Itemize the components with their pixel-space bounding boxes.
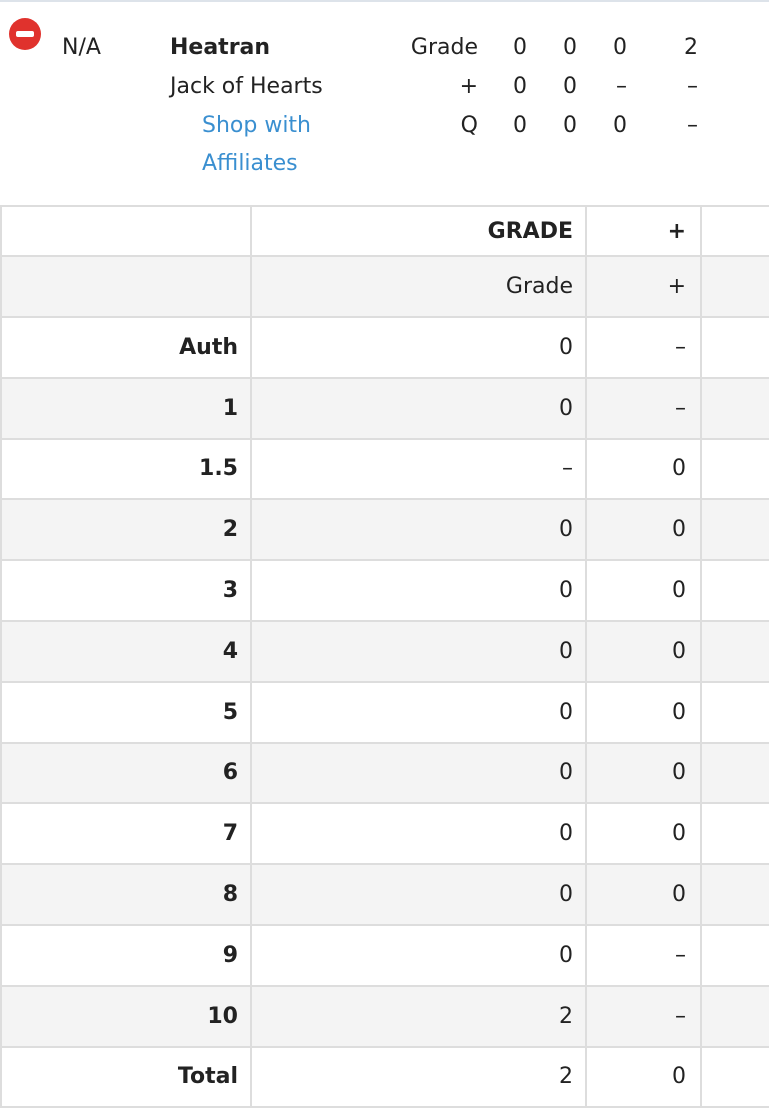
table-cell: 0 [585, 559, 702, 622]
table-cell-empty [700, 741, 769, 805]
card-name: Heatran [170, 35, 271, 60]
summary-cell: 0 [613, 113, 627, 138]
summary-cell: Grade [410, 35, 478, 60]
table-cell-empty [700, 255, 769, 318]
table-cell: 0 [585, 619, 702, 683]
table-cell: 0 [585, 1045, 702, 1108]
summary-cell: 0 [563, 74, 577, 99]
summary-cell: Q [460, 113, 478, 138]
table-cell: 5 [0, 680, 252, 744]
table-cell-empty [700, 376, 769, 440]
table-cell: – [585, 316, 702, 379]
table-cell: 0 [585, 437, 702, 501]
affiliate-link[interactable]: Shop with [202, 113, 312, 138]
table-row: Grade + [0, 255, 769, 318]
table-cell: GRADE [250, 205, 587, 257]
table-cell: 0 [250, 559, 587, 622]
table-cell: 8 [0, 863, 252, 926]
summary-cell: 0 [513, 74, 527, 99]
table-cell: – [585, 376, 702, 440]
table-cell: 0 [250, 316, 587, 379]
table-cell: 0 [585, 802, 702, 866]
table-cell-empty [700, 619, 769, 683]
affiliate-link[interactable]: Affiliates [202, 151, 298, 176]
table-row: Total 2 0 [0, 1045, 769, 1108]
table-cell: 2 [250, 1045, 587, 1108]
table-cell: 3 [0, 559, 252, 622]
table-row: 9 0– [0, 923, 769, 987]
table-row: GRADE + [0, 205, 769, 257]
grade-status: N/A [62, 35, 101, 60]
table-cell-empty [700, 984, 769, 1048]
table-cell: 1.5 [0, 437, 252, 501]
table-cell: 0 [585, 863, 702, 926]
table-cell: 0 [250, 376, 587, 440]
table-cell-empty [700, 437, 769, 501]
card-subtitle: Jack of Hearts [170, 74, 323, 99]
table-cell: 0 [250, 680, 587, 744]
table-cell: – [250, 437, 587, 501]
table-cell-empty [700, 923, 769, 987]
table-cell: 2 [250, 984, 587, 1048]
remove-icon[interactable] [7, 16, 47, 56]
table-cell: 0 [585, 680, 702, 744]
table-cell: 0 [250, 741, 587, 805]
card-header: N/A Heatran Jack of Hearts Shop with Aff… [0, 0, 769, 200]
summary-cell: 0 [563, 35, 577, 60]
summary-cell: – [616, 74, 627, 99]
table-cell: Grade [250, 255, 587, 318]
table-cell: 0 [250, 923, 587, 987]
summary-cell: 0 [613, 35, 627, 60]
table-cell [0, 255, 252, 318]
table-cell: 7 [0, 802, 252, 866]
table-cell-empty [700, 1045, 769, 1108]
table-cell: 1 [0, 376, 252, 440]
table-cell: 0 [250, 498, 587, 562]
summary-cell: 0 [513, 35, 527, 60]
population-table: GRADE + Grade + Auth 0–1 0–1.5–0 2 0 0 3 0 0 4 0 0 5 0 0 6 0… [0, 205, 769, 1108]
table-cell-empty [700, 559, 769, 622]
table-cell: 2 [0, 498, 252, 562]
table-cell: + [585, 205, 702, 257]
table-row: Auth 0– [0, 316, 769, 379]
table-cell: 9 [0, 923, 252, 987]
table-cell: 6 [0, 741, 252, 805]
table-row: 1.5–0 [0, 437, 769, 501]
table-cell [0, 205, 252, 257]
table-row: 10 2– [0, 984, 769, 1048]
table-cell: – [585, 984, 702, 1048]
table-cell: 10 [0, 984, 252, 1048]
table-cell: Total [0, 1045, 252, 1108]
table-cell-empty [700, 802, 769, 866]
summary-cell: 2 [684, 35, 698, 60]
table-cell: 0 [585, 498, 702, 562]
table-cell: 0 [250, 619, 587, 683]
table-cell-empty [700, 680, 769, 744]
summary-cell: – [687, 74, 698, 99]
table-cell: – [585, 923, 702, 987]
table-cell: Auth [0, 316, 252, 379]
table-row: 1 0– [0, 376, 769, 440]
table-cell: 0 [250, 863, 587, 926]
summary-cell: 0 [513, 113, 527, 138]
summary-cell: 0 [563, 113, 577, 138]
summary-cell: – [687, 113, 698, 138]
table-cell-empty [700, 498, 769, 562]
table-cell: 0 [250, 802, 587, 866]
table-cell: 0 [585, 741, 702, 805]
table-cell: + [585, 255, 702, 318]
table-cell-empty [700, 205, 769, 257]
table-cell-empty [700, 863, 769, 926]
summary-cell: + [459, 74, 478, 99]
table-cell-empty [700, 316, 769, 379]
table-cell: 4 [0, 619, 252, 683]
